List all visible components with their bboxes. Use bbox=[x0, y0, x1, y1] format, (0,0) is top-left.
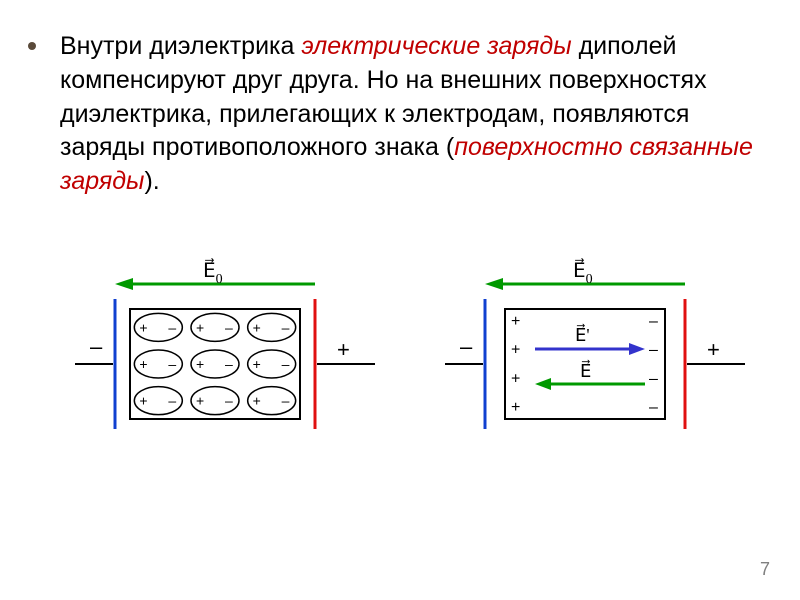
bound-plus: + bbox=[511, 341, 520, 358]
bound-minus: – bbox=[649, 313, 658, 330]
e0-arrow-head bbox=[115, 278, 133, 290]
dipole-minus: – bbox=[225, 356, 233, 372]
text-italic1: электрические заряды bbox=[294, 32, 571, 60]
bound-minus: – bbox=[649, 399, 658, 416]
dipole-minus: – bbox=[168, 356, 176, 372]
dipole-plus: + bbox=[196, 319, 204, 335]
dipole-minus: – bbox=[282, 392, 290, 408]
sign-minus-left: – bbox=[90, 334, 103, 359]
e-arrow-head bbox=[535, 378, 551, 390]
dipoles: + – + – + – + – + – + – + – + – + – bbox=[134, 313, 295, 414]
bound-minus: – bbox=[649, 341, 658, 358]
eprime-arrow-head bbox=[629, 343, 645, 355]
sign-minus-left: – bbox=[460, 334, 473, 359]
bound-plus: + bbox=[511, 313, 520, 330]
eprime-label: E⃗' bbox=[575, 323, 590, 344]
bullet-marker bbox=[28, 42, 36, 50]
bound-plus: + bbox=[511, 370, 520, 387]
dipole-minus: – bbox=[282, 356, 290, 372]
dipole-plus: + bbox=[253, 392, 261, 408]
diagram-right: – + E⃗0 +–+–+–+– E⃗' bbox=[445, 239, 745, 459]
sign-plus-right: + bbox=[707, 337, 720, 362]
e0-arrow-head bbox=[485, 278, 503, 290]
dipole-plus: + bbox=[139, 356, 147, 372]
dipole-minus: – bbox=[168, 392, 176, 408]
dipole-minus: – bbox=[168, 319, 176, 335]
bound-minus: – bbox=[649, 370, 658, 387]
diagram-row: – + E⃗0 +–+–+–+–+–+–+–+–+– bbox=[60, 239, 760, 459]
text-before: Внутри диэлектрика bbox=[60, 32, 294, 60]
text-close: ). bbox=[144, 167, 159, 195]
dipole-plus: + bbox=[253, 319, 261, 335]
dipole-plus: + bbox=[139, 392, 147, 408]
page-number: 7 bbox=[760, 559, 770, 580]
dipole-plus: + bbox=[196, 392, 204, 408]
diagram-left: – + E⃗0 +–+–+–+–+–+–+–+–+– bbox=[75, 239, 375, 459]
diagram-left-svg: – + E⃗0 +–+–+–+–+–+–+–+–+– bbox=[75, 239, 375, 459]
sign-plus-right: + bbox=[337, 337, 350, 362]
slide: Внутри диэлектрика электрические заряды … bbox=[0, 0, 800, 600]
dielectric-frame bbox=[130, 309, 300, 419]
dipole-plus: + bbox=[196, 356, 204, 372]
dipole-minus: – bbox=[225, 319, 233, 335]
main-text: Внутри диэлектрика электрические заряды … bbox=[60, 30, 760, 199]
e-label: E⃗ bbox=[580, 359, 591, 380]
dipole-plus: + bbox=[253, 356, 261, 372]
dipole-plus: + bbox=[139, 319, 147, 335]
bound-plus: + bbox=[511, 399, 520, 416]
dipole-minus: – bbox=[282, 319, 290, 335]
diagram-right-svg: – + E⃗0 +–+–+–+– E⃗' bbox=[445, 239, 745, 459]
dipole-minus: – bbox=[225, 392, 233, 408]
